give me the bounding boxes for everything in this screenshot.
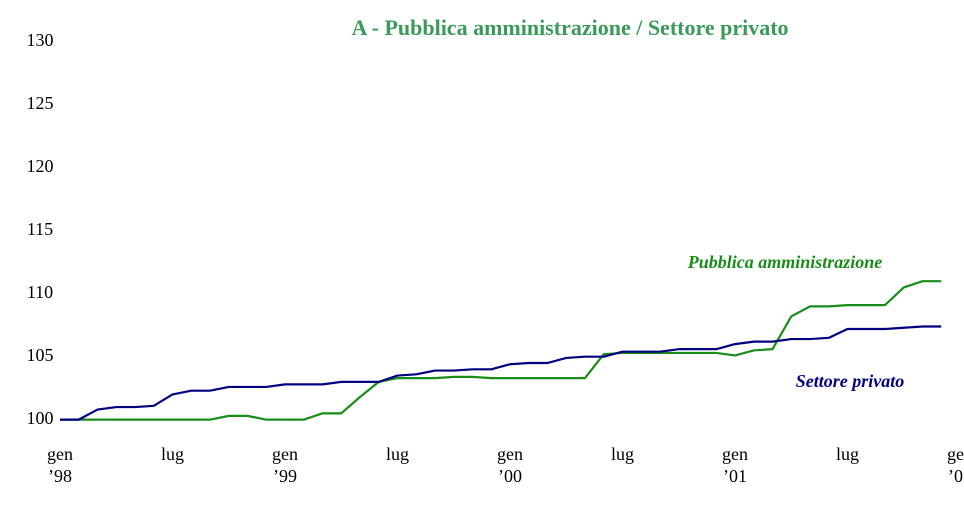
legend-label: Settore privato [796,371,905,391]
line [60,325,942,421]
y-tick-label: 130 [27,30,54,50]
x-tick-label: lug [836,444,859,464]
x-tick-label: gen’02 [947,444,964,486]
x-tick-label: gen ’00 [497,444,523,486]
y-tick-label: 110 [27,282,53,302]
chart-title: A - Pubblica amministrazione / Settore p… [351,15,788,40]
x-tick-label: gen ’98 [47,444,73,486]
y-tick-label: 125 [27,93,54,113]
y-tick-label: 115 [27,219,53,239]
legend-label: Pubblica amministrazione [687,252,883,272]
x-tick-label: gen ’99 [272,444,298,486]
x-tick-label: gen ’01 [722,444,748,486]
x-tick-label: lug [161,444,184,464]
y-tick-label: 100 [27,408,54,428]
y-tick-label: 120 [27,156,54,176]
y-tick-label: 105 [27,345,54,365]
x-tick-label: lug [386,444,409,464]
line [60,280,942,421]
x-tick-label: lug [611,444,634,464]
